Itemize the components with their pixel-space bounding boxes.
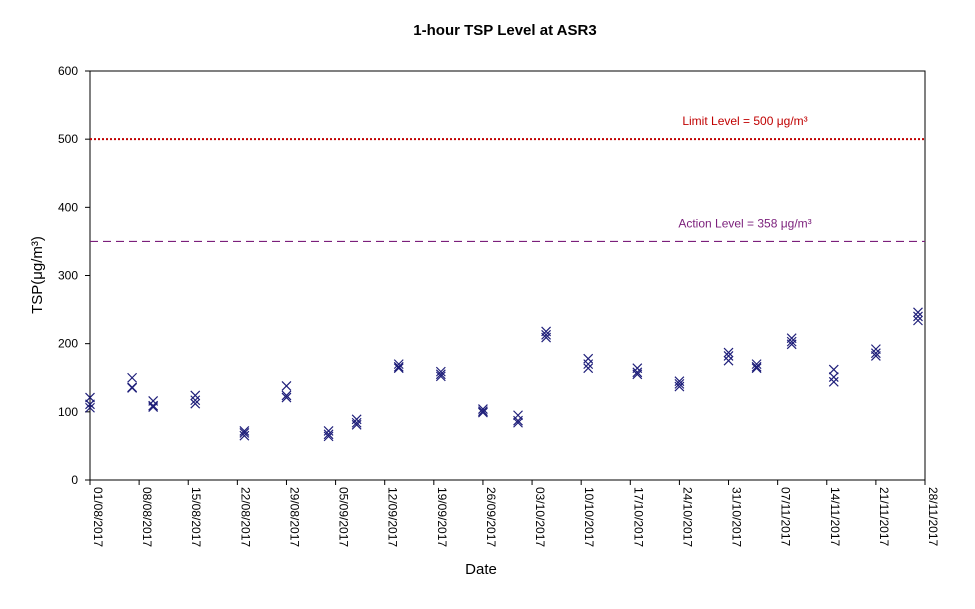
data-point bbox=[127, 383, 138, 393]
data-point bbox=[632, 369, 643, 380]
y-tick-label: 100 bbox=[58, 405, 78, 419]
x-tick-label: 29/08/2017 bbox=[287, 487, 301, 547]
data-point bbox=[674, 381, 685, 392]
data-point bbox=[239, 430, 250, 441]
data-point bbox=[513, 415, 523, 426]
y-tick-label: 400 bbox=[58, 200, 78, 214]
y-tick-label: 300 bbox=[58, 269, 78, 283]
data-point bbox=[239, 425, 250, 436]
data-point bbox=[632, 367, 643, 378]
y-tick-label: 200 bbox=[58, 337, 78, 351]
data-point bbox=[435, 369, 446, 380]
y-tick-label: 600 bbox=[58, 64, 78, 78]
data-point bbox=[435, 366, 446, 377]
x-tick-label: 14/11/2017 bbox=[828, 487, 842, 546]
data-point bbox=[723, 355, 734, 366]
data-point bbox=[190, 390, 201, 401]
y-axis: 0 100 200 300 400 500 600 bbox=[58, 64, 90, 487]
data-point bbox=[913, 315, 923, 326]
x-tick-label: 24/10/2017 bbox=[680, 487, 694, 547]
data-point bbox=[190, 395, 201, 406]
x-tick-label: 08/08/2017 bbox=[140, 487, 154, 547]
data-point bbox=[723, 351, 734, 361]
data-point bbox=[870, 348, 881, 359]
reference-line-label-1: Action Level = 358 μg/m³ bbox=[678, 216, 811, 230]
data-point bbox=[190, 398, 201, 409]
data-points bbox=[85, 307, 923, 442]
x-axis-label: Date bbox=[465, 561, 497, 578]
data-point bbox=[913, 311, 923, 322]
data-point bbox=[828, 376, 839, 387]
data-point bbox=[239, 428, 250, 438]
data-point bbox=[148, 402, 159, 412]
y-tick-label: 0 bbox=[71, 473, 78, 487]
x-tick-label: 03/10/2017 bbox=[533, 487, 547, 547]
x-tick-label: 05/09/2017 bbox=[337, 487, 351, 547]
x-tick-label: 28/11/2017 bbox=[926, 487, 940, 546]
data-point bbox=[541, 329, 552, 340]
data-point bbox=[870, 351, 881, 361]
data-point bbox=[281, 390, 292, 401]
data-point bbox=[393, 361, 404, 372]
data-point bbox=[323, 429, 334, 440]
x-tick-label: 17/10/2017 bbox=[631, 487, 645, 547]
data-point bbox=[541, 332, 552, 343]
x-tick-label: 26/09/2017 bbox=[484, 487, 498, 547]
x-tick-label: 01/08/2017 bbox=[91, 487, 105, 547]
data-point bbox=[583, 359, 594, 370]
x-tick-label: 10/10/2017 bbox=[582, 487, 596, 547]
data-point bbox=[751, 363, 762, 374]
data-point bbox=[281, 381, 292, 391]
data-point bbox=[583, 363, 594, 374]
data-point bbox=[85, 402, 95, 413]
data-point bbox=[913, 307, 923, 318]
x-tick-label: 07/11/2017 bbox=[779, 487, 793, 546]
data-point bbox=[148, 400, 159, 411]
data-point bbox=[828, 372, 839, 382]
x-tick-label: 12/09/2017 bbox=[386, 487, 400, 547]
data-point bbox=[751, 359, 762, 370]
x-tick-label: 21/11/2017 bbox=[877, 487, 891, 546]
x-tick-label: 15/08/2017 bbox=[189, 487, 203, 547]
data-point bbox=[513, 417, 523, 428]
x-tick-label: 31/10/2017 bbox=[730, 487, 744, 547]
data-point bbox=[478, 407, 488, 418]
x-tick-label: 19/09/2017 bbox=[435, 487, 449, 547]
data-point bbox=[674, 378, 685, 389]
data-point bbox=[393, 359, 404, 370]
y-axis-label: TSP(μg/m³) bbox=[29, 236, 46, 314]
data-point bbox=[281, 392, 292, 403]
x-axis: 01/08/2017 08/08/2017 15/08/2017 22/08/2017… bbox=[89, 480, 940, 547]
data-point bbox=[323, 431, 334, 442]
data-point bbox=[723, 347, 734, 358]
data-point bbox=[478, 406, 488, 417]
y-tick-label: 500 bbox=[58, 132, 78, 146]
reference-line-label-0: Limit Level = 500 μg/m³ bbox=[682, 114, 807, 128]
data-point bbox=[351, 419, 362, 430]
chart-title: 1-hour TSP Level at ASR3 bbox=[413, 22, 596, 39]
data-point bbox=[828, 364, 839, 375]
reference-lines: Limit Level = 500 μg/m³ Action Level = 35… bbox=[90, 114, 925, 243]
data-point bbox=[478, 404, 488, 415]
x-tick-label: 22/08/2017 bbox=[238, 487, 252, 547]
data-point bbox=[786, 336, 797, 347]
data-point bbox=[751, 361, 762, 372]
data-point bbox=[393, 363, 404, 374]
data-point bbox=[127, 372, 138, 383]
data-point bbox=[351, 417, 362, 428]
data-point bbox=[435, 371, 446, 382]
data-point bbox=[786, 339, 797, 350]
data-point bbox=[85, 399, 95, 410]
